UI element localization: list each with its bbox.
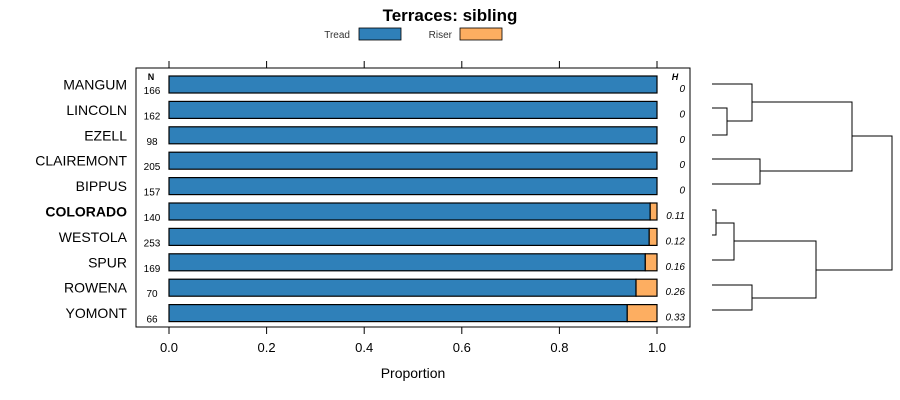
category-label: CLAIREMONT — [35, 153, 127, 169]
x-tick-label: 0.8 — [550, 340, 568, 355]
dendrogram-branch — [712, 222, 735, 261]
dendrogram-branch — [752, 101, 853, 172]
dendrogram-branch — [734, 240, 817, 299]
dendrogram-branch — [712, 158, 761, 185]
n-count-label: 253 — [144, 238, 161, 249]
dendrogram-branch — [712, 284, 753, 311]
h-value-label: 0 — [679, 109, 685, 120]
h-value-label: 0.26 — [666, 287, 686, 298]
h-value-label: 0.11 — [666, 211, 685, 222]
x-axis: 0.0 0.2 0.4 0.6 0.8 1.0 — [160, 61, 666, 355]
category-label: YOMONT — [66, 305, 128, 321]
bar-segment-tread — [168, 304, 628, 323]
bars-group: MANGUM 166 0 LINCOLN 162 0 EZELL 98 0 CLAIREMONT 2… — [35, 75, 686, 326]
n-count-label: 166 — [144, 86, 161, 97]
h-value-label: 0.33 — [666, 313, 686, 324]
category-label: WESTOLA — [59, 229, 128, 245]
category-label: LINCOLN — [66, 102, 127, 118]
bar-segment-tread — [168, 202, 651, 221]
h-value-label: 0 — [679, 135, 685, 146]
n-count-label: 157 — [144, 188, 161, 199]
bar-segment-tread — [168, 227, 650, 246]
n-count-label: 70 — [146, 289, 158, 300]
n-count-label: 98 — [146, 137, 158, 148]
h-value-label: 0.16 — [666, 262, 686, 273]
n-count-label: 162 — [144, 111, 161, 122]
category-label: MANGUM — [63, 77, 127, 93]
bar-segment-tread — [168, 177, 658, 196]
bar-segment-riser — [648, 227, 658, 246]
x-tick-label: 0.2 — [258, 340, 276, 355]
n-count-label: 169 — [144, 264, 161, 275]
bar-segment-tread — [168, 253, 646, 272]
h-value-label: 0 — [679, 160, 685, 171]
category-label: ROWENA — [64, 280, 128, 296]
bar-segment-tread — [168, 278, 637, 297]
bar-segment-tread — [168, 100, 658, 120]
n-count-label: 140 — [144, 213, 161, 224]
legend-label-riser: Riser — [429, 30, 453, 41]
category-label: EZELL — [84, 127, 127, 143]
dendrogram-branch — [712, 107, 728, 136]
n-column-header: N — [148, 72, 155, 82]
category-label: BIPPUS — [76, 178, 127, 194]
chart-title: Terraces: sibling — [383, 6, 518, 25]
h-column-header: H — [672, 72, 679, 82]
x-tick-label: 0.4 — [355, 340, 373, 355]
dendrogram-branch — [712, 83, 753, 122]
bar-segment-tread — [168, 126, 658, 145]
bar-segment-riser — [626, 304, 658, 323]
h-value-label: 0.12 — [666, 236, 686, 247]
legend: Tread Riser — [324, 27, 503, 41]
x-tick-label: 0.0 — [160, 340, 178, 355]
bar-segment-riser — [649, 202, 658, 221]
category-label: SPUR — [88, 254, 127, 270]
dendrogram-branch — [816, 135, 893, 271]
bar-segment-riser — [644, 253, 658, 272]
dendrogram — [712, 83, 893, 311]
h-value-label: 0 — [679, 84, 685, 95]
plot-frame — [135, 67, 691, 328]
x-axis-title: Proportion — [381, 365, 446, 381]
legend-label-tread: Tread — [324, 30, 350, 41]
n-count-label: 66 — [146, 315, 158, 326]
x-tick-label: 1.0 — [648, 340, 666, 355]
bar-segment-tread — [168, 75, 658, 94]
dendrogram-branch — [712, 209, 717, 236]
category-label: COLORADO — [45, 204, 127, 220]
bar-segment-tread — [168, 151, 658, 170]
n-count-label: 205 — [144, 162, 161, 173]
h-value-label: 0 — [679, 186, 685, 197]
legend-swatch-riser — [459, 27, 503, 41]
legend-swatch-tread — [358, 27, 402, 41]
x-tick-label: 0.6 — [453, 340, 471, 355]
bar-segment-riser — [635, 278, 658, 297]
